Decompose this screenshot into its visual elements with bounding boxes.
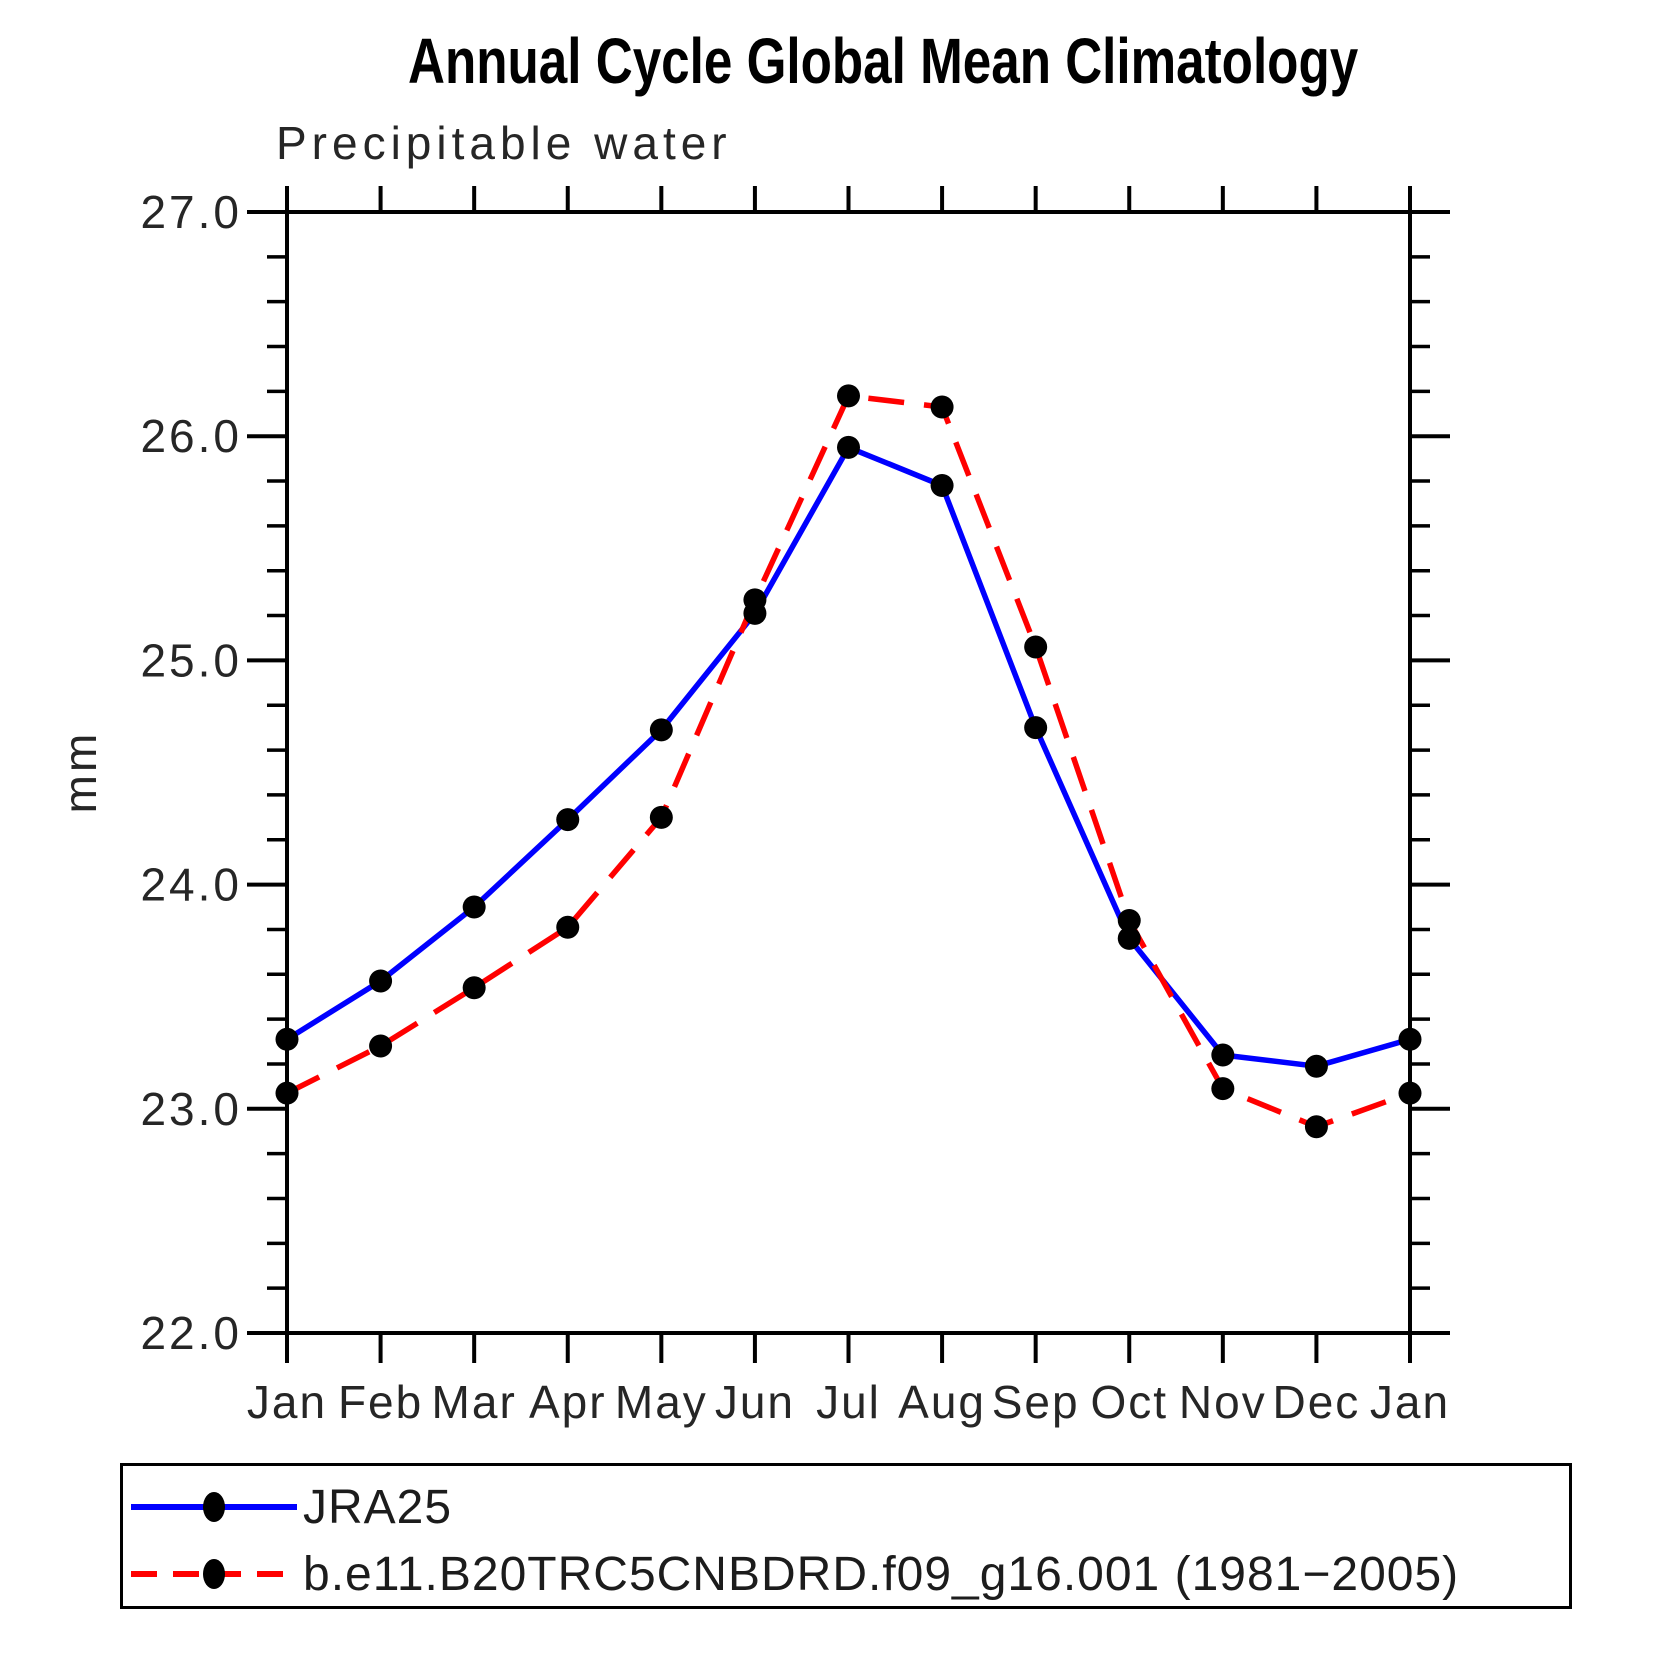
- svg-text:Feb: Feb: [338, 1376, 423, 1428]
- svg-text:Jan: Jan: [1370, 1376, 1450, 1428]
- svg-text:Jun: Jun: [715, 1376, 795, 1428]
- svg-text:24.0: 24.0: [140, 859, 242, 911]
- legend-item-jra25: JRA25: [129, 1480, 453, 1534]
- svg-text:26.0: 26.0: [140, 410, 242, 462]
- svg-text:May: May: [615, 1376, 708, 1428]
- legend-line-swatch-solid: [131, 1492, 297, 1522]
- legend-label-jra25: JRA25: [303, 1480, 453, 1534]
- chart-title: Annual Cycle Global Mean Climatology: [408, 25, 1359, 97]
- svg-text:Nov: Nov: [1179, 1376, 1267, 1428]
- svg-text:Apr: Apr: [529, 1376, 607, 1428]
- svg-text:Jul: Jul: [816, 1376, 881, 1428]
- svg-text:25.0: 25.0: [140, 634, 242, 686]
- svg-text:23.0: 23.0: [140, 1083, 242, 1135]
- svg-text:Dec: Dec: [1273, 1376, 1361, 1428]
- svg-text:Sep: Sep: [992, 1376, 1080, 1428]
- svg-text:Jan: Jan: [247, 1376, 327, 1428]
- svg-text:27.0: 27.0: [140, 186, 242, 238]
- svg-text:22.0: 22.0: [140, 1307, 242, 1359]
- legend-line-swatch-dashed: [131, 1559, 297, 1589]
- legend-item-model: b.e11.B20TRC5CNBDRD.f09_g16.001 (1981−20…: [129, 1547, 1460, 1601]
- svg-text:Aug: Aug: [898, 1376, 986, 1428]
- legend-box: JRA25 b.e11.B20TRC5CNBDRD.f09_g16.001 (1…: [120, 1463, 1572, 1609]
- svg-text:Oct: Oct: [1090, 1376, 1168, 1428]
- legend-label-model: b.e11.B20TRC5CNBDRD.f09_g16.001 (1981−20…: [303, 1547, 1460, 1601]
- svg-text:Mar: Mar: [432, 1376, 517, 1428]
- chart-subtitle: Precipitable water: [276, 117, 732, 169]
